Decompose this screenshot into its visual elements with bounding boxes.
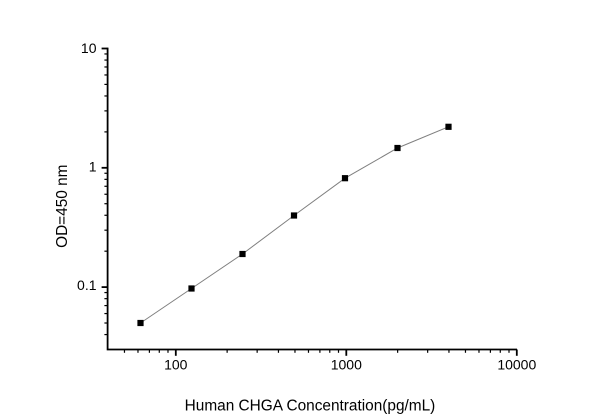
svg-text:100: 100 bbox=[164, 357, 188, 373]
svg-text:OD=450 nm: OD=450 nm bbox=[54, 164, 71, 247]
svg-text:1000: 1000 bbox=[331, 357, 362, 373]
svg-text:Human CHGA Concentration(pg/mL: Human CHGA Concentration(pg/mL) bbox=[185, 398, 436, 415]
svg-text:1: 1 bbox=[89, 159, 97, 175]
svg-text:10: 10 bbox=[81, 40, 97, 56]
svg-text:0.1: 0.1 bbox=[77, 277, 97, 293]
svg-text:10000: 10000 bbox=[497, 357, 536, 373]
